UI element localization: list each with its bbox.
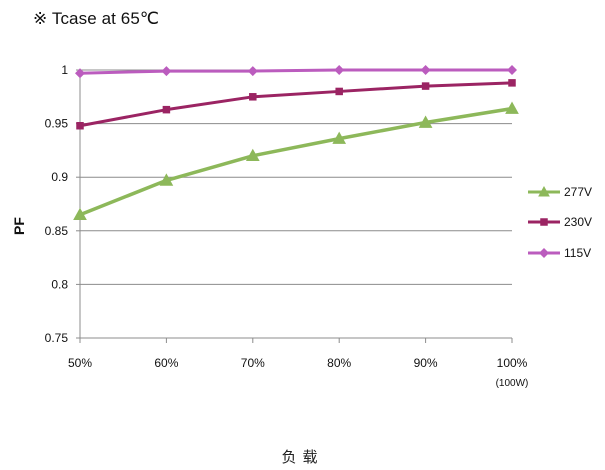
x-axis-label: 负载 (281, 448, 324, 466)
data-point (418, 115, 433, 128)
y-tick-label: 1 (61, 63, 68, 77)
data-point (334, 65, 345, 75)
data-point (420, 65, 431, 75)
data-point (507, 65, 517, 75)
data-point (505, 101, 519, 114)
x-tick-label: 100% (497, 356, 528, 370)
y-axis-label: PF (11, 217, 27, 235)
data-point (75, 68, 85, 79)
data-point (162, 105, 171, 114)
legend-label: 230V (564, 215, 592, 229)
legend-marker (540, 218, 548, 226)
axes (76, 69, 513, 343)
legend-item-230V: 230V (528, 215, 592, 229)
series-line (79, 81, 513, 128)
data-point (508, 79, 516, 87)
data-point (249, 93, 257, 101)
series-115V (75, 65, 517, 79)
legend-label: 277V (564, 185, 592, 199)
y-tick-label: 0.75 (45, 331, 69, 345)
y-tick-label: 0.8 (51, 277, 68, 291)
series-277V (73, 101, 519, 221)
x-tick-label: 80% (327, 356, 351, 370)
x-tick-label: 50% (68, 356, 92, 370)
legend: 277V 230V 115V (528, 185, 592, 260)
data-point (247, 66, 258, 77)
x-tick-label: 90% (414, 356, 438, 370)
data-point (335, 87, 343, 96)
data-point (159, 173, 174, 186)
x-tick-label: 60% (154, 356, 178, 370)
data-point (332, 131, 347, 144)
series-line (79, 68, 512, 75)
series-230V (76, 79, 516, 130)
y-tick-label: 0.9 (51, 170, 68, 184)
x-tick-sublabel: (100W) (496, 378, 529, 389)
x-tick-label: 70% (241, 356, 265, 370)
x-tick-labels: 50% 60% 70% 80% 90% 100% (100W) (68, 356, 528, 389)
y-tick-labels: 0.75 0.8 0.85 0.9 0.95 1 (45, 63, 69, 345)
data-point (73, 207, 87, 221)
data-point (76, 121, 84, 130)
data-point (161, 66, 172, 77)
y-tick-label: 0.95 (45, 117, 69, 131)
data-point (245, 148, 260, 162)
y-tick-label: 0.85 (45, 224, 69, 238)
data-point (421, 82, 430, 90)
series-line (79, 106, 513, 217)
legend-item-277V: 277V (528, 185, 592, 199)
legend-marker (538, 185, 550, 197)
gridlines (80, 69, 512, 285)
test-condition-note: ※ Tcase at 65℃ (33, 9, 160, 28)
legend-item-115V: 115V (528, 246, 591, 260)
legend-marker (539, 248, 549, 258)
legend-label: 115V (564, 246, 591, 260)
series-layer (73, 65, 519, 221)
